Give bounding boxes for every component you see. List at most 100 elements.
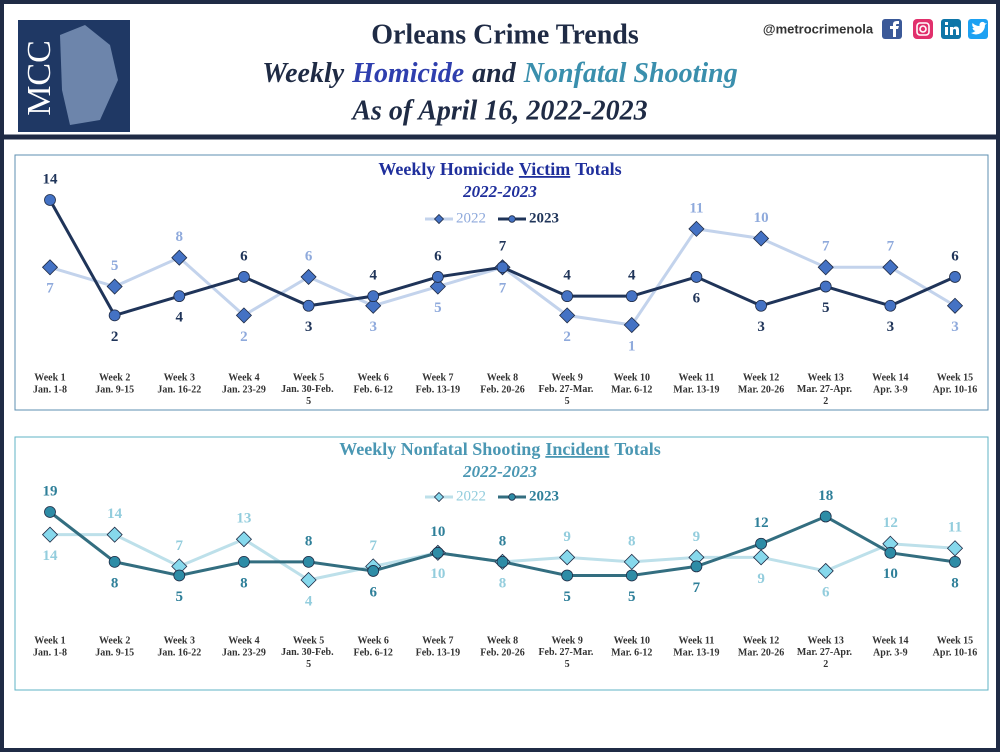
x-tick-label: Week 8 — [487, 635, 518, 646]
data-label: 7 — [499, 281, 507, 297]
data-label: 1 — [628, 338, 636, 354]
data-label: 5 — [434, 300, 442, 316]
data-label: 8 — [499, 575, 507, 591]
data-label: 6 — [693, 290, 701, 306]
data-label: 11 — [948, 520, 962, 536]
data-point — [688, 220, 705, 237]
data-label: 10 — [883, 566, 898, 582]
x-tick-label: Week 8 — [487, 372, 518, 383]
x-tick-date: Mar. 27-Apr. 2 — [797, 384, 855, 407]
data-label: 7 — [822, 239, 830, 255]
x-tick-label: Week 3 — [164, 635, 195, 646]
subtitle-part: Weekly — [262, 58, 344, 89]
x-tick-date: Jan. 30-Feb. 5 — [281, 647, 336, 670]
instagram-lens — [919, 25, 927, 33]
chart-title-part: Victim — [519, 159, 570, 179]
data-label: 14 — [43, 548, 59, 564]
data-label: 7 — [369, 538, 377, 554]
data-label: 5 — [111, 258, 119, 274]
x-tick-date: Feb. 20-26 — [480, 647, 524, 658]
data-label: 8 — [951, 575, 959, 591]
logo-text: MCC — [21, 40, 58, 116]
x-tick-date: Mar. 20-26 — [738, 384, 784, 395]
x-tick-date: Feb. 13-19 — [416, 384, 460, 395]
data-label: 4 — [305, 593, 313, 609]
data-label: 6 — [434, 248, 442, 264]
facebook-glyph — [890, 21, 899, 37]
chart-title-part: Weekly Nonfatal Shooting — [339, 439, 540, 459]
data-point — [755, 299, 767, 312]
data-point — [431, 271, 444, 283]
data-point — [431, 546, 444, 559]
data-point — [819, 280, 832, 293]
x-tick-date: Feb. 27-Mar. 5 — [538, 647, 595, 670]
chart-title: Weekly Nonfatal Shooting Incident Totals — [339, 439, 660, 459]
data-point — [753, 549, 770, 566]
data-label: 2 — [111, 329, 119, 345]
x-tick-label: Week 11 — [679, 635, 715, 646]
data-point — [367, 565, 380, 577]
data-label: 4 — [563, 268, 571, 284]
data-label: 18 — [818, 488, 833, 504]
data-point — [625, 569, 638, 582]
x-tick-date: Mar. 27-Apr. 2 — [797, 647, 855, 670]
data-point — [690, 271, 703, 283]
data-label: 8 — [176, 229, 184, 245]
x-tick-date: Apr. 10-16 — [933, 384, 978, 395]
x-tick-label: Week 5 — [293, 635, 324, 646]
data-label: 5 — [176, 589, 184, 605]
x-tick-date: Apr. 10-16 — [933, 647, 978, 658]
x-tick-date: Jan. 9-15 — [95, 384, 134, 395]
x-tick-label: Week 15 — [937, 635, 973, 646]
data-point — [755, 537, 767, 550]
chart-title-part: Totals — [614, 439, 660, 459]
legend-marker — [433, 491, 445, 503]
data-point — [949, 271, 961, 283]
x-tick-date: Mar. 13-19 — [673, 384, 719, 395]
data-point — [238, 555, 250, 568]
data-point — [238, 271, 250, 283]
x-tick-label: Week 6 — [358, 635, 389, 646]
x-tick-date: Jan. 23-29 — [222, 647, 266, 658]
data-point — [235, 307, 252, 324]
x-tick-date: Apr. 3-9 — [873, 647, 908, 658]
data-label: 13 — [236, 511, 251, 527]
data-label: 5 — [822, 300, 830, 316]
main-subtitle: Weekly Homicide and Nonfatal Shooting — [262, 58, 737, 89]
data-point — [171, 249, 188, 266]
instagram-icon[interactable] — [913, 19, 933, 39]
data-label: 6 — [951, 248, 959, 264]
x-tick-date: Jan. 1-8 — [33, 384, 67, 395]
x-tick-label: Week 10 — [614, 635, 650, 646]
data-label: 3 — [887, 319, 895, 335]
data-label: 12 — [754, 515, 769, 531]
data-point — [625, 290, 638, 303]
data-point — [949, 555, 961, 568]
data-label: 8 — [111, 575, 119, 591]
x-tick-date: Feb. 13-19 — [416, 647, 460, 658]
x-tick-label: Week 5 — [293, 372, 324, 383]
x-tick-date: Feb. 27-Mar. 5 — [538, 384, 595, 407]
data-point — [690, 560, 703, 573]
data-label: 8 — [628, 533, 636, 549]
linkedin-glyph — [945, 22, 959, 35]
data-point — [496, 555, 509, 568]
data-point — [819, 510, 832, 523]
data-label: 4 — [628, 268, 636, 284]
chart-title: Weekly Homicide Victim Totals — [378, 159, 621, 179]
social-icons — [882, 19, 988, 39]
data-label: 6 — [369, 584, 377, 600]
x-tick-label: Week 10 — [614, 372, 650, 383]
data-point — [817, 259, 834, 276]
legend-label: 2022 — [456, 488, 486, 504]
data-label: 9 — [563, 529, 571, 545]
legend-label: 2023 — [529, 210, 559, 226]
x-tick-label: Week 13 — [808, 372, 844, 383]
data-label: 2 — [563, 329, 571, 345]
data-point — [302, 299, 315, 312]
data-label: 14 — [43, 171, 59, 187]
x-tick-label: Week 3 — [164, 372, 195, 383]
data-point — [235, 531, 252, 548]
